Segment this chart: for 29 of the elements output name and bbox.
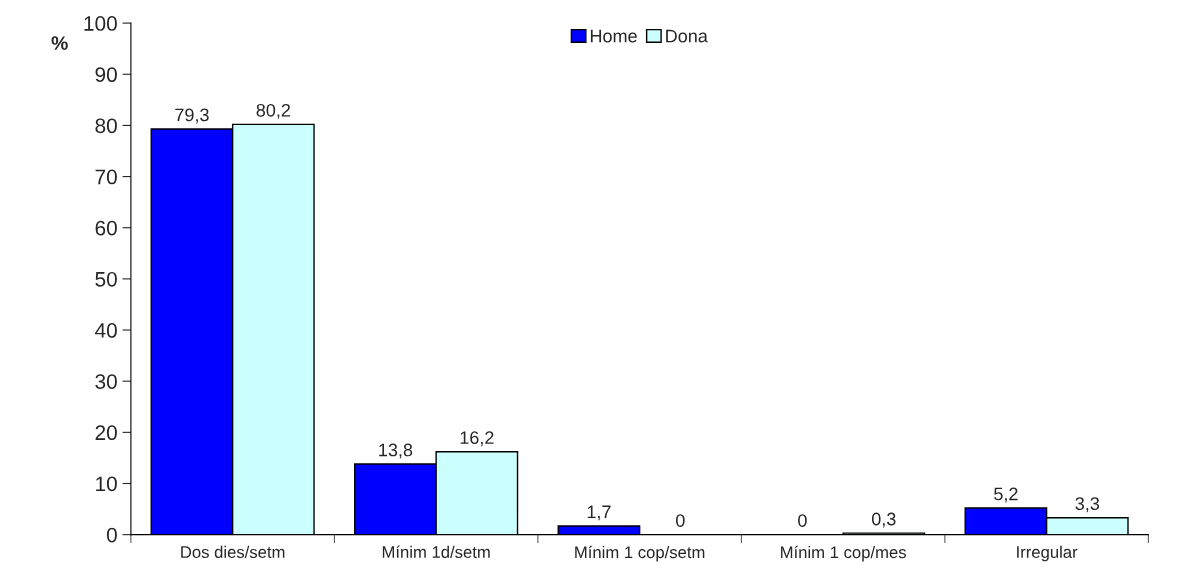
y-tick-label: 100 <box>84 16 117 31</box>
x-tick-label: Mínim 1d/setm <box>382 545 490 558</box>
legend-label: Home <box>590 29 637 43</box>
x-tick-label: Irregular <box>1017 545 1078 562</box>
data-label: 1,7 <box>587 505 611 521</box>
x-tick-label: Mínim 1 cop/setm <box>575 545 705 562</box>
y-tick-label: 60 <box>95 220 117 236</box>
data-label: 0,3 <box>871 512 896 528</box>
y-tick-label: 40 <box>95 323 117 338</box>
y-axis-title: % <box>51 36 68 50</box>
y-tick-label: 0 <box>106 527 117 543</box>
data-label: 79,3 <box>175 108 209 124</box>
y-tick-label: 80 <box>95 118 117 134</box>
y-tick-label: 70 <box>95 169 117 185</box>
data-label: 0 <box>798 514 807 527</box>
y-tick-label: 50 <box>95 271 117 287</box>
data-label: 80,2 <box>256 103 291 119</box>
y-tick-label: 20 <box>95 425 117 441</box>
x-tick-label: Dos dies/setm <box>181 545 285 558</box>
y-tick-label: 30 <box>95 374 117 389</box>
y-tick-label: 10 <box>96 476 117 492</box>
data-label: 16,2 <box>460 431 494 447</box>
data-label: 0 <box>676 514 685 527</box>
data-label: 13,8 <box>379 443 413 459</box>
y-tick-label: 90 <box>95 67 117 83</box>
data-label: 3,3 <box>1075 497 1100 513</box>
data-label: 5,2 <box>994 487 1018 503</box>
x-tick-label: Mínim 1 cop/mes <box>781 545 906 562</box>
legend-label: Dona <box>666 29 708 43</box>
